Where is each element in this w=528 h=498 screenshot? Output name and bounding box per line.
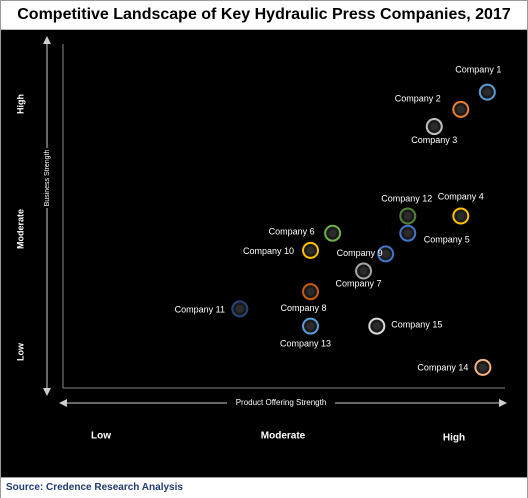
company-point: Company 14: [417, 358, 492, 376]
title-bar: Competitive Landscape of Key Hydraulic P…: [1, 1, 527, 30]
company-point: Company 5: [399, 224, 470, 245]
company-point: Company 12: [381, 193, 432, 225]
point-label: Company 8: [281, 303, 327, 313]
point-marker-center: [430, 122, 439, 131]
xlabel-bg: [227, 395, 335, 411]
company-point: Company 8: [281, 283, 327, 313]
point-label: Company 7: [336, 278, 382, 288]
x-axis-title: Product Offering Strength: [236, 398, 327, 407]
company-point: Company 7: [336, 262, 382, 288]
point-marker-center: [306, 322, 315, 331]
point-label: Company 12: [381, 193, 432, 203]
point-label: Company 10: [243, 246, 294, 256]
company-point: Company 10: [243, 241, 320, 259]
point-marker-center: [306, 246, 315, 255]
point-marker-center: [456, 105, 465, 114]
data-points: Company 1 Company 2 Company 3 Company 4 Comp…: [175, 65, 501, 376]
y-level-low: Low: [15, 342, 25, 361]
x-level-low: Low: [91, 431, 111, 442]
point-label: Company 13: [280, 338, 331, 348]
point-label: Company 3: [411, 135, 457, 145]
point-label: Company 1: [455, 65, 501, 75]
point-marker-center: [328, 229, 337, 238]
company-point: Company 9: [337, 245, 395, 263]
point-label: Company 14: [417, 363, 468, 373]
point-label: Company 4: [438, 191, 484, 201]
plot-area: Business Strength Product Offering Stren…: [1, 30, 527, 470]
y-axis-arrow-bottom: [43, 388, 51, 396]
y-axis-arrow-top: [43, 36, 51, 44]
point-marker-center: [478, 363, 487, 372]
point-marker-center: [403, 212, 412, 220]
company-point: Company 3: [411, 118, 457, 145]
scatter-chart: Business Strength Product Offering Stren…: [15, 36, 507, 444]
company-point: Company 11: [175, 300, 249, 318]
point-label: Company 6: [269, 227, 315, 237]
point-label: Company 9: [337, 248, 383, 258]
chart-title: Competitive Landscape of Key Hydraulic P…: [17, 6, 511, 23]
y-level-moderate: Moderate: [15, 209, 25, 249]
point-marker-center: [456, 212, 465, 220]
point-marker-center: [483, 88, 492, 97]
y-level-high: High: [15, 94, 25, 114]
company-point: Company 13: [280, 317, 331, 348]
ylabel-bg: [37, 148, 57, 208]
point-marker-center: [306, 287, 315, 296]
source-text: Source: Credence Research Analysis: [6, 482, 183, 493]
company-point: Company 2: [395, 94, 470, 118]
x-level-moderate: Moderate: [261, 431, 306, 442]
x-axis-arrow-left: [59, 399, 67, 407]
company-point: Company 6: [269, 224, 342, 242]
point-label: Company 11: [175, 304, 225, 314]
company-point: Company 15: [368, 317, 442, 335]
point-marker-center: [359, 267, 368, 276]
point-label: Company 5: [424, 235, 470, 245]
point-marker-center: [381, 249, 390, 258]
point-marker-center: [403, 229, 412, 238]
company-point: Company 4: [438, 191, 484, 225]
y-axis-title: Business Strength: [44, 149, 51, 206]
x-level-high: High: [443, 433, 465, 444]
x-axis-arrow-right: [499, 399, 507, 407]
company-point: Company 1: [455, 65, 501, 101]
point-marker-center: [372, 322, 381, 331]
source-bar: Source: Credence Research Analysis: [1, 477, 527, 498]
point-marker-center: [235, 304, 244, 313]
point-label: Company 15: [391, 319, 442, 329]
point-label: Company 2: [395, 94, 441, 104]
